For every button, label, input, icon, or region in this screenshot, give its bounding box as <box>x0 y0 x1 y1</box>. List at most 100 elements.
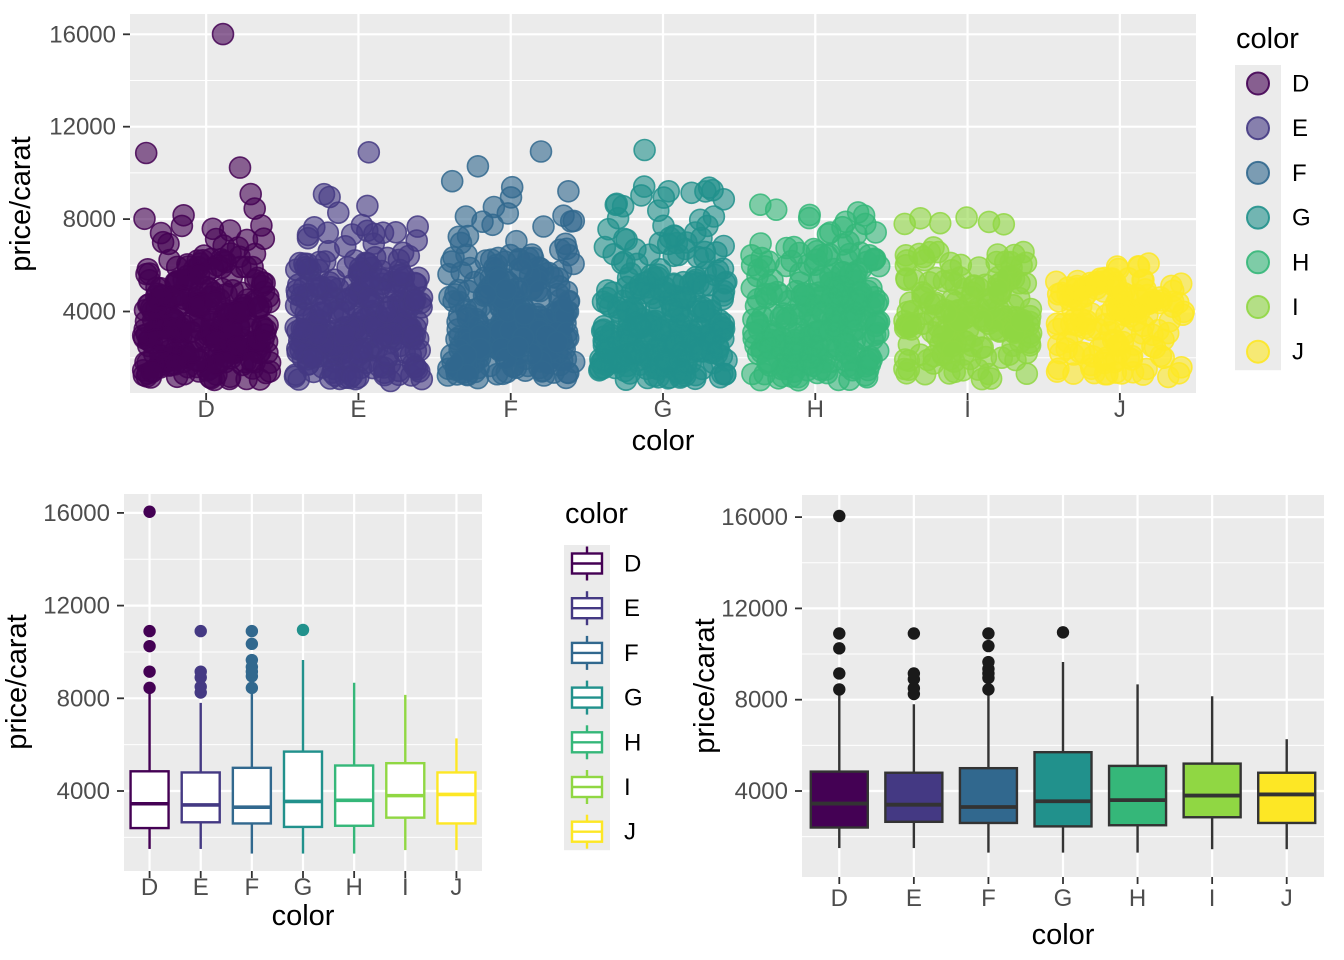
data-point <box>895 268 919 292</box>
x-tick-label: I <box>964 396 971 423</box>
data-point <box>697 176 721 199</box>
data-point <box>157 232 180 256</box>
y-tick-label: 16000 <box>49 21 116 48</box>
x-tick-label: D <box>197 396 214 423</box>
x-tick-label: J <box>1114 396 1126 423</box>
data-point <box>924 266 948 290</box>
data-point <box>953 277 977 301</box>
legend-label: F <box>1292 160 1307 187</box>
data-point <box>633 138 656 162</box>
data-point <box>201 217 225 241</box>
data-point <box>226 301 250 324</box>
x-tick-label: I <box>402 874 409 901</box>
data-point <box>918 240 942 264</box>
data-point <box>817 292 841 316</box>
data-point <box>226 334 249 358</box>
data-point <box>316 221 340 244</box>
y-tick-label: 4000 <box>57 778 110 805</box>
data-point <box>864 221 888 244</box>
data-point <box>800 346 823 369</box>
data-point <box>712 234 736 258</box>
outlier-point <box>982 655 995 669</box>
data-point <box>831 215 854 239</box>
data-point <box>440 169 464 193</box>
legend-label: F <box>624 640 639 667</box>
data-point <box>593 235 617 259</box>
data-point <box>500 175 524 199</box>
y-axis-title: price/carat <box>1 614 33 749</box>
data-point <box>528 279 552 303</box>
data-point <box>928 211 952 235</box>
data-point <box>494 278 518 302</box>
data-point <box>912 283 936 306</box>
x-tick-label: F <box>981 885 996 912</box>
x-tick-label: J <box>450 874 462 901</box>
legend-title: color <box>1236 23 1299 55</box>
x-tick-label: F <box>503 396 518 423</box>
outlier-point <box>245 624 259 638</box>
data-point <box>986 277 1009 301</box>
data-point <box>187 262 211 286</box>
data-point <box>866 339 890 363</box>
data-point <box>447 290 471 314</box>
legend-label: H <box>1292 249 1309 276</box>
data-point <box>955 206 978 229</box>
data-point <box>1046 282 1070 306</box>
data-point <box>1093 362 1117 386</box>
outlier-point <box>143 665 156 678</box>
box <box>884 771 944 824</box>
data-point <box>149 284 173 307</box>
x-tick-label: E <box>193 874 209 901</box>
data-point <box>971 309 994 332</box>
box <box>180 771 221 824</box>
data-point <box>454 205 478 228</box>
data-point <box>205 329 228 353</box>
data-point <box>513 303 536 326</box>
data-point <box>290 317 314 340</box>
legend-label: E <box>624 595 640 622</box>
data-point <box>363 245 387 269</box>
legend-label: J <box>624 819 636 846</box>
y-tick-label: 8000 <box>57 685 110 712</box>
data-point <box>296 226 320 250</box>
data-point <box>843 308 867 332</box>
data-point <box>1110 284 1134 308</box>
x-tick-label: E <box>350 396 366 423</box>
data-point <box>557 180 580 203</box>
data-point <box>247 295 270 319</box>
data-point <box>506 335 530 359</box>
data-point <box>601 281 625 304</box>
data-point <box>1167 361 1191 385</box>
data-point <box>630 184 653 207</box>
data-point <box>350 338 374 361</box>
y-tick-label: 8000 <box>63 206 116 233</box>
data-point <box>340 364 364 387</box>
outlier-point <box>833 683 846 696</box>
outlier-point <box>296 623 310 637</box>
x-tick-label: G <box>294 874 313 901</box>
outlier-point <box>833 627 846 640</box>
legend-title: color <box>565 498 628 530</box>
data-point <box>1072 341 1096 365</box>
x-tick-label: D <box>831 885 848 912</box>
y-tick-label: 4000 <box>63 299 116 326</box>
outlier-point <box>143 624 156 638</box>
data-point <box>1045 360 1069 383</box>
data-point <box>333 324 357 347</box>
x-tick-label: H <box>345 874 362 901</box>
outlier-point <box>907 667 921 680</box>
legend-label: I <box>624 774 631 801</box>
data-point <box>332 300 356 324</box>
legend-label: D <box>1292 71 1309 98</box>
data-point <box>403 288 427 311</box>
data-point <box>407 360 431 383</box>
data-point <box>474 283 498 307</box>
data-point <box>755 286 778 310</box>
data-point <box>408 338 432 362</box>
y-tick-label: 16000 <box>721 504 788 531</box>
data-point <box>589 351 613 375</box>
box <box>282 750 324 829</box>
data-point <box>211 22 235 46</box>
data-point <box>312 182 336 206</box>
